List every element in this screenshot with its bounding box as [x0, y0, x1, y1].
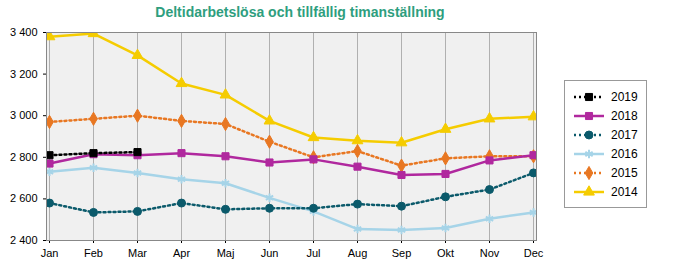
svg-text:2 600: 2 600 — [10, 192, 38, 204]
svg-text:3 000: 3 000 — [10, 109, 38, 121]
svg-text:Apr: Apr — [173, 247, 190, 259]
svg-text:3 200: 3 200 — [10, 68, 38, 80]
svg-text:2 400: 2 400 — [10, 234, 38, 246]
html-text:2017: 2017 — [611, 127, 638, 142]
html-text:Deltidarbetslösa och tillfälli: Deltidarbetslösa och tillfällig timanstä… — [155, 4, 445, 20]
svg-text:3 400: 3 400 — [10, 26, 38, 38]
svg-text:Mar: Mar — [128, 247, 147, 259]
svg-text:2 800: 2 800 — [10, 151, 38, 163]
svg-text:Jan: Jan — [41, 247, 59, 259]
svg-text:Aug: Aug — [348, 247, 368, 259]
svg-text:Maj: Maj — [217, 247, 235, 259]
html-text:2015: 2015 — [611, 165, 638, 180]
svg-text:Okt: Okt — [437, 247, 454, 259]
html-text:2019: 2019 — [611, 89, 638, 104]
svg-text:Jun: Jun — [261, 247, 279, 259]
html-text:2016: 2016 — [611, 146, 638, 161]
html-text:2018: 2018 — [611, 108, 638, 123]
svg-text:Feb: Feb — [84, 247, 103, 259]
svg-text:Dec: Dec — [524, 247, 544, 259]
html-text:2014: 2014 — [611, 184, 638, 199]
svg-text:Jul: Jul — [306, 247, 320, 259]
svg-text:Sep: Sep — [392, 247, 412, 259]
svg-text:Nov: Nov — [480, 247, 500, 259]
